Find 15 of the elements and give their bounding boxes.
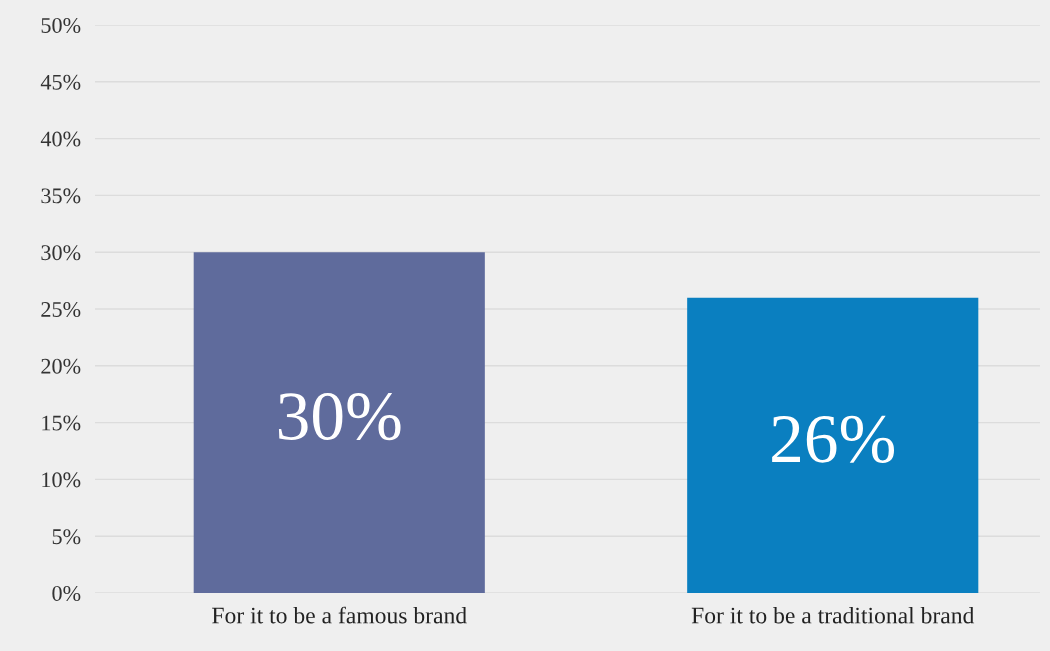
y-tick-label: 20% bbox=[41, 358, 81, 374]
y-tick-label: 0% bbox=[52, 585, 81, 601]
y-tick-label: 30% bbox=[41, 245, 81, 261]
y-tick-label: 50% bbox=[41, 17, 81, 33]
y-tick-label: 35% bbox=[41, 188, 81, 204]
y-tick-label: 45% bbox=[40, 74, 81, 90]
y-tick-label: 5% bbox=[52, 529, 81, 545]
data-label: 30% bbox=[278, 393, 401, 441]
x-tick-label: For it to be a traditional brand bbox=[691, 606, 975, 624]
data-label: 26% bbox=[772, 415, 895, 463]
y-tick-label: 25% bbox=[41, 301, 81, 317]
y-tick-label: 10% bbox=[42, 472, 81, 488]
y-tick-label: 15% bbox=[42, 415, 81, 431]
y-tick-label: 40% bbox=[40, 131, 81, 147]
x-tick-label: For it to be a famous brand bbox=[212, 606, 467, 624]
